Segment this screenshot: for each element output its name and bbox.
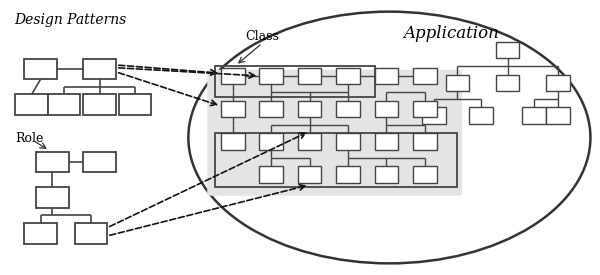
Bar	[74, 223, 107, 244]
Bar	[413, 133, 437, 150]
Bar	[374, 166, 398, 183]
Bar	[496, 42, 520, 58]
Bar	[374, 68, 398, 84]
Bar	[119, 94, 151, 115]
Bar	[36, 152, 68, 172]
Bar	[336, 166, 360, 183]
Bar	[221, 101, 245, 117]
Bar	[16, 94, 48, 115]
Bar	[221, 133, 245, 150]
Bar	[546, 108, 570, 124]
Bar	[523, 108, 546, 124]
Bar	[336, 133, 360, 150]
Bar	[259, 101, 283, 117]
Bar	[446, 75, 469, 91]
Bar	[496, 75, 520, 91]
Bar	[422, 108, 446, 124]
FancyBboxPatch shape	[207, 70, 462, 196]
Bar	[298, 101, 322, 117]
Bar	[413, 166, 437, 183]
Bar	[83, 152, 116, 172]
Bar	[469, 108, 493, 124]
Bar	[413, 68, 437, 84]
Bar	[374, 101, 398, 117]
Bar	[374, 133, 398, 150]
Text: Role: Role	[16, 132, 44, 145]
Text: Application: Application	[404, 25, 499, 42]
Bar	[36, 188, 68, 208]
Bar	[298, 68, 322, 84]
Text: Design Patterns: Design Patterns	[14, 13, 126, 27]
Bar	[83, 94, 116, 115]
Text: Class: Class	[245, 30, 279, 43]
Bar	[298, 166, 322, 183]
Bar	[221, 68, 245, 84]
Bar	[83, 59, 116, 79]
Bar	[336, 101, 360, 117]
Bar	[413, 101, 437, 117]
Bar	[215, 66, 374, 97]
Bar	[48, 94, 80, 115]
Bar	[24, 59, 57, 79]
Bar	[259, 166, 283, 183]
Bar	[298, 133, 322, 150]
Bar	[215, 133, 457, 187]
Bar	[24, 223, 57, 244]
Bar	[259, 68, 283, 84]
Bar	[259, 133, 283, 150]
Bar	[336, 68, 360, 84]
Bar	[546, 75, 570, 91]
